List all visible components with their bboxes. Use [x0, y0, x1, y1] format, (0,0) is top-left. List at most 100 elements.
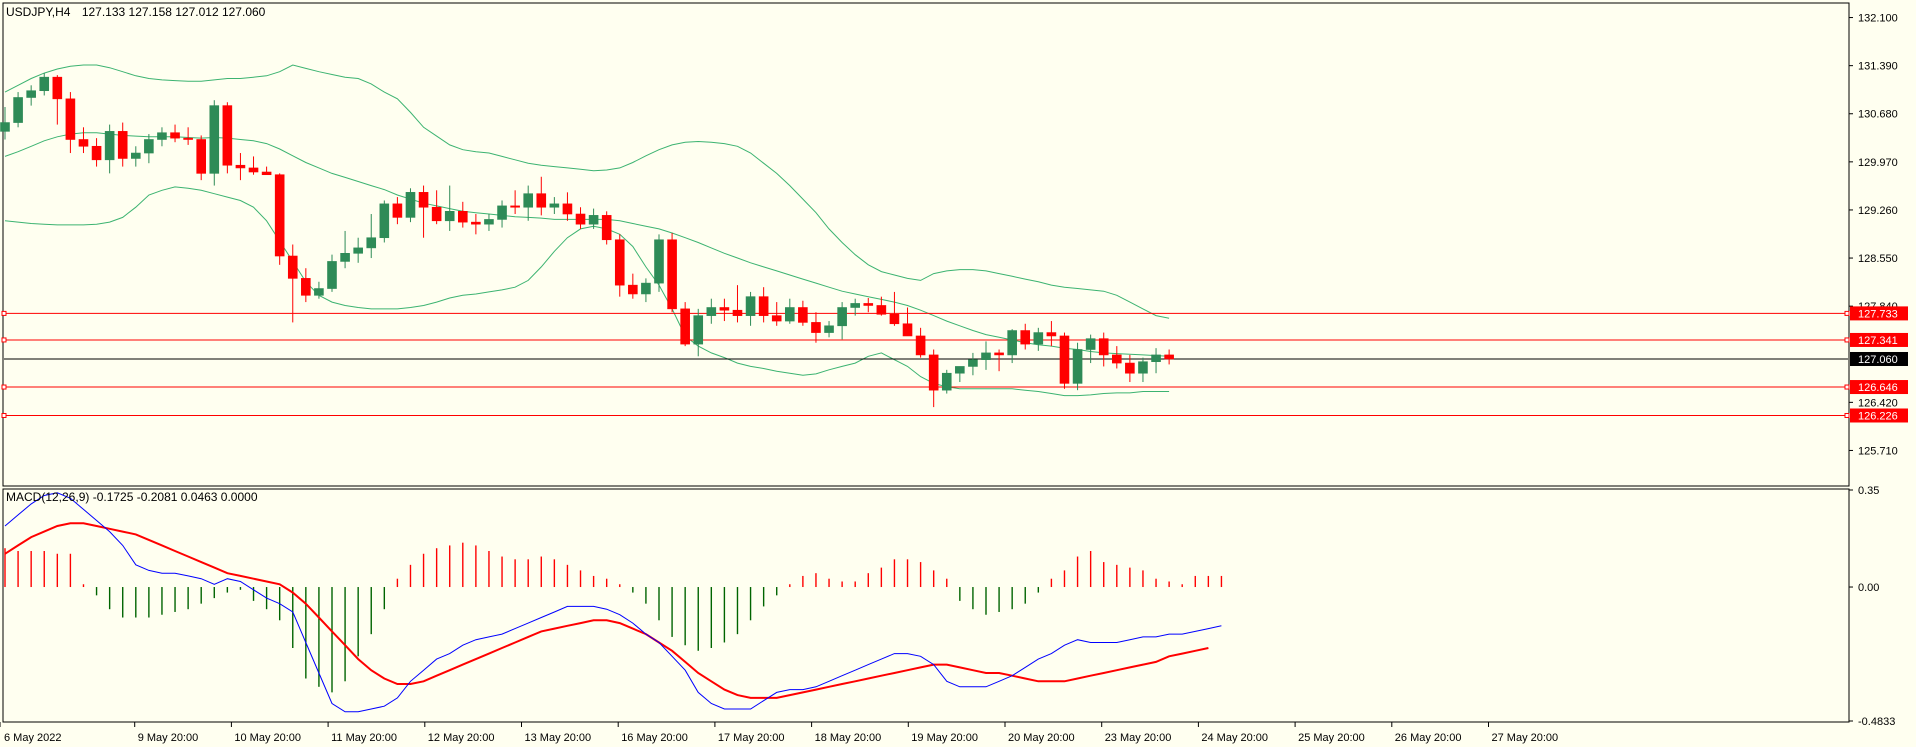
price-tick-label: 129.970 [1858, 157, 1898, 169]
candle-body [536, 193, 547, 208]
time-tick-label: 6 May 2022 [4, 732, 61, 744]
candle-body [719, 307, 730, 311]
candle-body [13, 97, 23, 123]
candle-body [104, 131, 115, 161]
candle-body [26, 90, 36, 98]
candle-body [274, 174, 285, 257]
candles [0, 73, 1174, 408]
candle-body [1151, 354, 1161, 363]
candle-body [91, 145, 102, 161]
candle-body [1098, 338, 1109, 356]
macd-main-line [4, 492, 1222, 713]
candle-body [144, 139, 154, 154]
candle-body [523, 193, 534, 208]
level-handle-left-0 [1, 310, 7, 316]
time-tick-label: 23 May 20:00 [1105, 732, 1172, 744]
candle-body [667, 239, 677, 310]
candle-body [1112, 354, 1122, 364]
candle-body [248, 167, 259, 173]
time-tick-label: 24 May 20:00 [1201, 732, 1268, 744]
level-handle-right-2 [1844, 384, 1850, 390]
macd-panel [2, 488, 1850, 723]
candle-body [732, 309, 743, 316]
candle-body [889, 313, 900, 325]
time-tick-label: 25 May 20:00 [1298, 732, 1365, 744]
candle-body [863, 303, 874, 306]
candle-body [1072, 349, 1083, 384]
time-tick-label: 20 May 20:00 [1008, 732, 1075, 744]
level-handle-left-3 [1, 412, 7, 418]
level-handle-right-3 [1844, 412, 1850, 418]
candle-body [314, 288, 324, 296]
candle-body [1125, 362, 1135, 374]
time-tick-label: 9 May 20:00 [138, 732, 199, 744]
candle-body [431, 206, 442, 222]
ohlc-header: 127.133 127.158 127.012 127.060 [82, 5, 266, 19]
time-tick-label: 17 May 20:00 [718, 732, 785, 744]
candle-body [1138, 361, 1148, 374]
candle-body [837, 307, 847, 327]
candle-body [65, 98, 76, 140]
candle-body [850, 303, 861, 308]
candle-body [784, 307, 795, 322]
candle-body [52, 76, 63, 100]
candle-body [379, 203, 390, 239]
candle-body [706, 307, 717, 316]
time-tick-label: 18 May 20:00 [815, 732, 882, 744]
candle-body [745, 296, 756, 316]
time-tick-label: 13 May 20:00 [525, 732, 592, 744]
price-tick-label: 132.100 [1858, 13, 1898, 25]
price-tick-label: 125.710 [1858, 445, 1898, 457]
candle-body [39, 76, 50, 92]
candle-body [170, 132, 180, 139]
candle-body [549, 203, 560, 208]
candle-body [1085, 338, 1096, 350]
price-tick-label: 130.680 [1858, 109, 1898, 121]
candle-body [457, 211, 468, 223]
candle-body [628, 284, 638, 295]
time-tick-label: 19 May 20:00 [911, 732, 978, 744]
macd-tick-label: 0.00 [1858, 582, 1879, 594]
candle-body [353, 247, 363, 254]
bollinger-upper-line [4, 64, 1170, 319]
candle-body [117, 131, 128, 159]
macd-header: MACD(12,26,9) -0.1725 -0.2081 0.0463 0.0… [6, 490, 258, 504]
level-price-tag [1850, 408, 1908, 423]
price-tick-label: 129.260 [1858, 205, 1898, 217]
candle-body [811, 322, 821, 333]
level-price-tag [1850, 332, 1908, 347]
candle-body [327, 261, 337, 289]
level-handle-right-0 [1844, 310, 1850, 316]
horizontal-levels [1, 310, 1850, 418]
level-price-tag [1850, 380, 1908, 395]
candle-body [0, 122, 10, 132]
level-handle-right-1 [1844, 337, 1850, 343]
candle-body [955, 366, 965, 374]
candle-body [1046, 332, 1057, 337]
candle-body [928, 354, 939, 391]
candle-body [915, 335, 926, 356]
price-axis: 132.100 131.390 130.680 129.970 129.260 128.5… [1849, 13, 1908, 457]
candle-body [654, 239, 664, 284]
candle-body [941, 372, 952, 391]
level-price-label: 127.733 [1858, 308, 1898, 320]
bollinger-lower-line [4, 186, 1170, 397]
candle-body [601, 215, 612, 241]
candle-body [1020, 330, 1031, 345]
candle-body [340, 253, 350, 262]
bollinger-middle-line [4, 132, 1170, 357]
candle-body [78, 139, 89, 147]
candle-body [510, 205, 520, 208]
candle-body [758, 296, 769, 316]
candle-body [575, 213, 586, 225]
candle-body [392, 203, 403, 218]
time-tick-label: 26 May 20:00 [1395, 732, 1462, 744]
chart-header: USDJPY,H4 127.133 127.158 127.012 127.06… [6, 5, 266, 19]
candle-body [497, 205, 507, 220]
candle-body [1164, 354, 1174, 360]
candle-body [131, 152, 141, 159]
candle-body [209, 105, 220, 174]
candle-body [287, 255, 298, 279]
level-price-label: 126.646 [1858, 382, 1898, 394]
